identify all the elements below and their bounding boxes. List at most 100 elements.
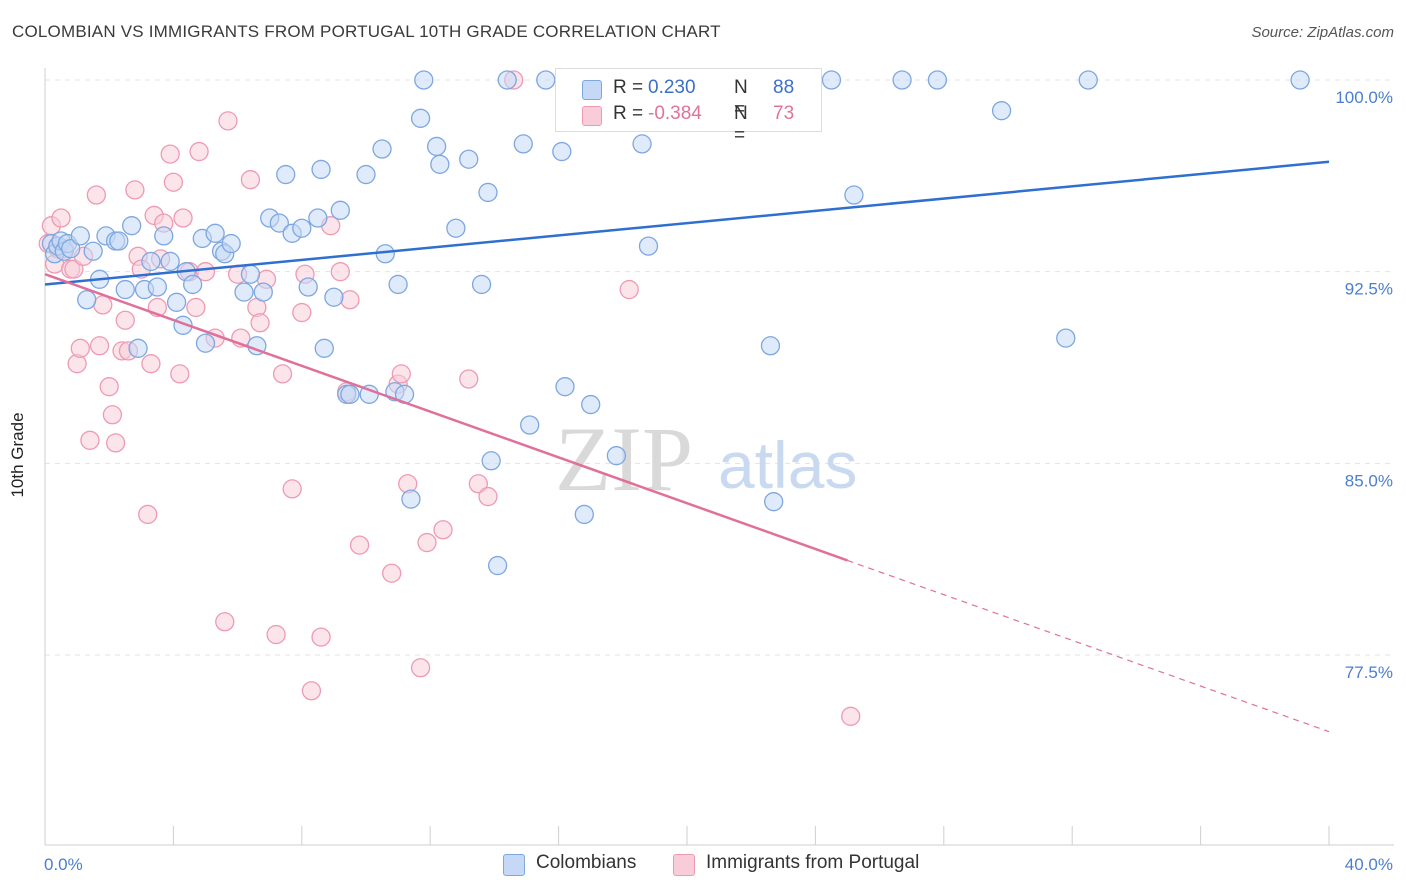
data-point xyxy=(115,310,135,330)
data-point xyxy=(536,70,556,90)
data-point xyxy=(459,369,479,389)
data-point xyxy=(330,262,350,282)
data-point xyxy=(64,259,84,279)
y-tick-label: 100.0% xyxy=(1335,88,1393,107)
data-point xyxy=(552,141,572,162)
data-point xyxy=(70,226,90,246)
data-point xyxy=(606,446,627,466)
source-label: Source: ZipAtlas.com xyxy=(1251,24,1394,41)
data-point xyxy=(160,144,180,164)
x-tick-label: 40.0% xyxy=(1345,855,1393,874)
data-point xyxy=(927,70,948,90)
data-point xyxy=(195,333,216,353)
data-point xyxy=(70,338,90,358)
legend-r-label: R = xyxy=(613,77,644,98)
data-point xyxy=(433,520,453,540)
data-point xyxy=(89,336,110,356)
data-point xyxy=(311,159,331,180)
axes xyxy=(44,68,1394,846)
data-point xyxy=(841,706,861,726)
data-point xyxy=(356,164,376,185)
data-point xyxy=(86,185,107,205)
data-point xyxy=(301,681,322,701)
y-tick-label: 85.0% xyxy=(1345,471,1393,490)
data-point xyxy=(468,474,489,494)
bottom-legend-swatch-pink xyxy=(673,854,695,876)
legend-n-value: 88 xyxy=(773,77,795,98)
portugal-points xyxy=(38,70,861,726)
data-point xyxy=(234,282,254,302)
data-point xyxy=(1290,70,1310,90)
data-point xyxy=(292,218,312,238)
data-point xyxy=(574,504,594,525)
data-point xyxy=(555,377,575,397)
data-point xyxy=(446,218,466,238)
data-point xyxy=(61,239,81,259)
data-point xyxy=(478,182,498,203)
data-point xyxy=(513,134,533,154)
data-point xyxy=(215,612,235,632)
data-point xyxy=(481,451,501,471)
y-tick-label: 77.5% xyxy=(1345,663,1393,682)
data-point xyxy=(581,394,601,415)
watermark-atlas: atlas xyxy=(718,428,857,502)
bottom-legend-label-portugal: Immigrants from Portugal xyxy=(706,852,920,873)
data-point xyxy=(638,236,659,256)
data-point xyxy=(122,216,142,236)
colombian-trend-line xyxy=(44,160,1330,286)
data-point xyxy=(83,241,103,261)
data-point xyxy=(991,101,1012,121)
data-point xyxy=(77,290,97,310)
y-axis-label: 10th Grade xyxy=(8,412,27,498)
data-point xyxy=(349,535,370,555)
chart-title: COLOMBIAN VS IMMIGRANTS FROM PORTUGAL 10… xyxy=(12,22,721,41)
data-point xyxy=(240,170,261,190)
data-point xyxy=(632,134,652,154)
data-point xyxy=(173,208,193,228)
data-point xyxy=(205,223,225,243)
data-point xyxy=(844,185,864,205)
data-point xyxy=(250,313,270,333)
data-point xyxy=(183,274,203,295)
colombian-points xyxy=(41,70,1310,576)
data-point xyxy=(1078,70,1098,90)
data-point xyxy=(105,433,126,453)
legend: R = 0.230 N = 88 R = -0.384 N = 73 xyxy=(555,68,822,146)
data-point xyxy=(272,364,293,384)
x-tick-label: 0.0% xyxy=(44,855,83,874)
data-point xyxy=(487,555,508,576)
data-point xyxy=(115,279,135,300)
grid-lines xyxy=(45,79,1394,656)
trend-lines xyxy=(44,160,1330,733)
data-point xyxy=(391,364,411,384)
data-point xyxy=(459,149,479,169)
data-point xyxy=(141,251,161,272)
legend-r-label: R = xyxy=(613,103,644,124)
data-point xyxy=(497,70,517,90)
legend-n-label: N = xyxy=(734,103,748,146)
x-tick-labels: 0.0% 40.0% xyxy=(44,855,1393,874)
legend-swatch-pink xyxy=(582,106,602,126)
data-point xyxy=(163,172,184,192)
data-point xyxy=(99,377,119,397)
data-point xyxy=(382,563,402,583)
data-point xyxy=(298,277,318,297)
portugal-trend-line-dashed xyxy=(847,559,1330,733)
data-point xyxy=(324,287,344,307)
data-point xyxy=(138,504,158,525)
data-point xyxy=(410,658,431,678)
data-point xyxy=(410,108,431,128)
data-point xyxy=(109,231,129,251)
data-point xyxy=(218,111,238,131)
data-point xyxy=(426,136,447,157)
bottom-legend-swatch-blue xyxy=(503,854,525,876)
data-point xyxy=(221,233,241,254)
data-point xyxy=(80,430,100,450)
data-point xyxy=(340,384,360,404)
data-point xyxy=(417,532,437,553)
portugal-trend-line xyxy=(44,273,848,562)
data-point xyxy=(170,364,190,384)
data-point xyxy=(154,226,174,246)
data-point xyxy=(619,279,639,300)
data-point xyxy=(141,354,161,374)
